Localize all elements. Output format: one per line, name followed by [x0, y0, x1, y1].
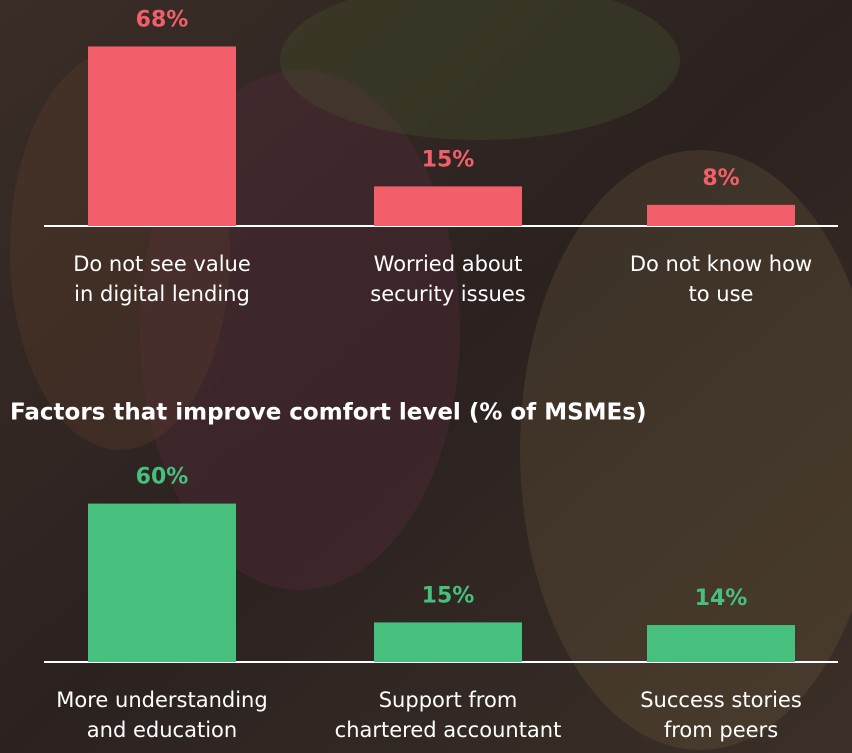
photo-shade	[520, 150, 852, 750]
value-label: 15%	[422, 583, 475, 608]
value-label: 68%	[136, 7, 189, 32]
category-label: from peers	[664, 718, 778, 742]
category-label: chartered accountant	[335, 718, 562, 742]
bar	[374, 186, 522, 226]
category-label: More understanding	[56, 688, 267, 712]
category-label: to use	[689, 282, 754, 306]
category-label: security issues	[370, 282, 525, 306]
chart-title: Factors that improve comfort level (% of…	[10, 400, 646, 426]
value-label: 14%	[695, 586, 748, 611]
value-label: 60%	[136, 465, 189, 490]
category-label: Success stories	[640, 688, 802, 712]
bar	[374, 622, 522, 662]
photo-shade	[280, 0, 680, 140]
bar	[88, 503, 236, 662]
category-label: in digital lending	[74, 282, 250, 306]
category-label: and education	[87, 718, 237, 742]
bar	[647, 204, 795, 226]
bar	[88, 46, 236, 227]
category-label: Support from	[379, 688, 518, 712]
category-label: Do not see value	[73, 252, 251, 276]
category-label: Worried about	[374, 252, 523, 276]
value-label: 15%	[422, 147, 475, 172]
bar	[647, 625, 795, 662]
category-label: Do not know how	[630, 252, 812, 276]
value-label: 8%	[702, 166, 739, 191]
